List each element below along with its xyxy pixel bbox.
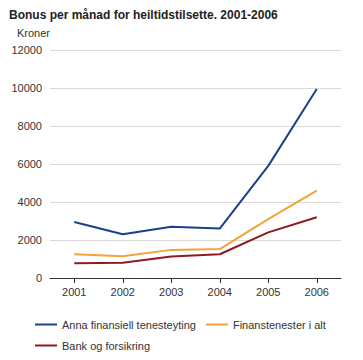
svg-text:6000: 6000 <box>18 158 42 170</box>
svg-text:2001: 2001 <box>62 286 86 298</box>
svg-text:Finanstenester i alt: Finanstenester i alt <box>233 319 326 331</box>
svg-text:2003: 2003 <box>159 286 183 298</box>
svg-text:Anna finansiell tenesteyting: Anna finansiell tenesteyting <box>62 319 196 331</box>
svg-text:2006: 2006 <box>305 286 329 298</box>
svg-text:10000: 10000 <box>11 82 42 94</box>
svg-text:Bonus per månad for heiltidsti: Bonus per månad for heiltidstilsette. 20… <box>9 8 278 22</box>
svg-text:2005: 2005 <box>256 286 280 298</box>
svg-text:2000: 2000 <box>18 234 42 246</box>
svg-text:2004: 2004 <box>208 286 232 298</box>
svg-text:2002: 2002 <box>111 286 135 298</box>
svg-text:Kroner: Kroner <box>17 27 50 39</box>
svg-text:8000: 8000 <box>18 120 42 132</box>
svg-text:Bank og forsikring: Bank og forsikring <box>62 340 150 352</box>
svg-text:4000: 4000 <box>18 196 42 208</box>
svg-text:12000: 12000 <box>11 44 42 56</box>
svg-text:0: 0 <box>36 272 42 284</box>
